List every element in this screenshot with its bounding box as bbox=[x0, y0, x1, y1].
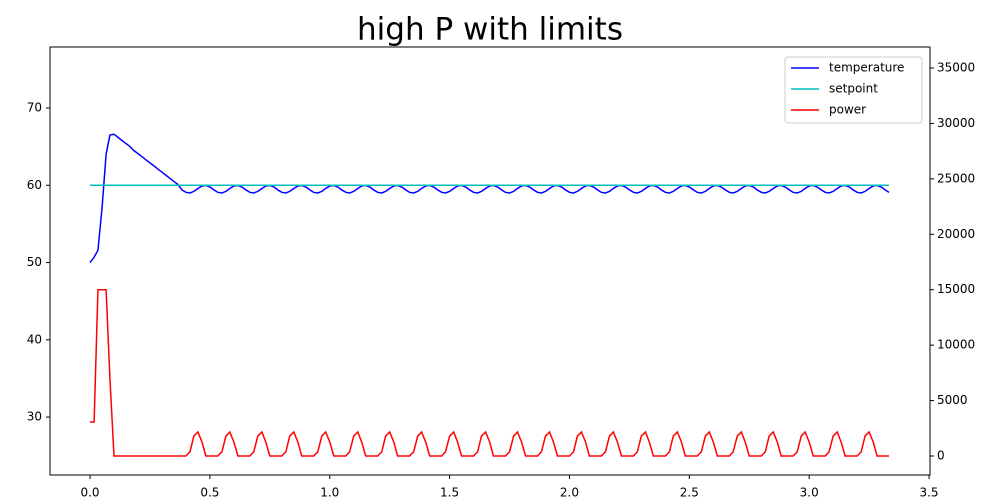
y-tick-label: 30 bbox=[27, 410, 42, 424]
y2-tick-label: 20000 bbox=[937, 227, 975, 241]
y-tick-label: 40 bbox=[27, 332, 42, 346]
x-tick-label: 3.0 bbox=[800, 486, 819, 500]
y2-tick-label: 30000 bbox=[937, 116, 975, 130]
y2-tick-label: 0 bbox=[937, 448, 945, 462]
series-line bbox=[89, 133, 890, 264]
y2-tick-label: 35000 bbox=[937, 61, 975, 75]
x-tick-label: 2.5 bbox=[680, 486, 699, 500]
x-tick-label: 0.5 bbox=[200, 486, 219, 500]
y2-tick-label: 5000 bbox=[937, 393, 968, 407]
x-tick-label: 1.5 bbox=[440, 486, 459, 500]
y2-tick-label: 15000 bbox=[937, 282, 975, 296]
legend-label: temperature bbox=[829, 61, 904, 75]
y-tick-label: 50 bbox=[27, 255, 42, 269]
legend-label: power bbox=[829, 103, 866, 117]
x-tick-label: 0.0 bbox=[80, 486, 99, 500]
y2-tick-label: 25000 bbox=[937, 171, 975, 185]
x-tick-label: 2.0 bbox=[560, 486, 579, 500]
x-tick-label: 1.0 bbox=[320, 486, 339, 500]
chart-title: high P with limits bbox=[357, 12, 623, 48]
x-tick-label: 3.5 bbox=[919, 486, 938, 500]
y2-tick-label: 10000 bbox=[937, 338, 975, 352]
legend-box bbox=[784, 56, 923, 124]
legend-label: setpoint bbox=[829, 82, 878, 96]
axes-frame bbox=[49, 46, 931, 476]
series-line bbox=[90, 288, 890, 457]
y-tick-label: 60 bbox=[27, 178, 42, 192]
y-tick-label: 70 bbox=[27, 101, 42, 115]
